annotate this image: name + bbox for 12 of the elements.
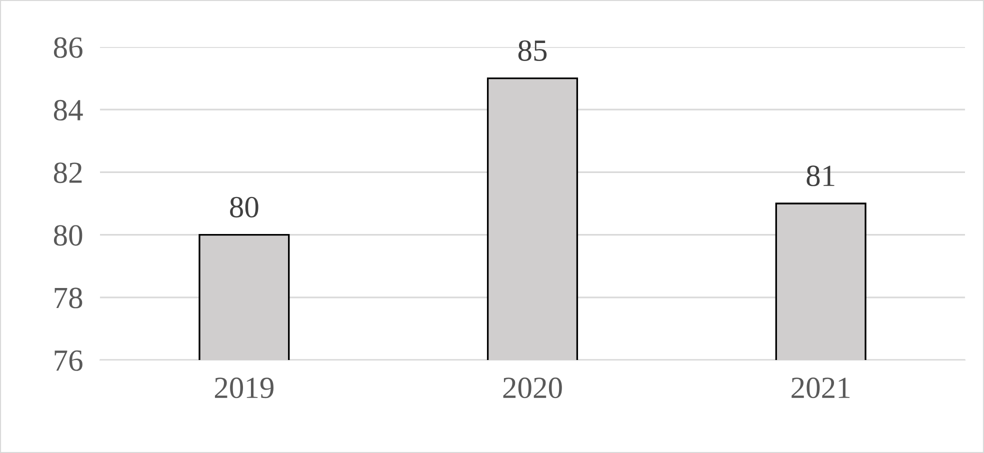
y-tick-label: 84: [54, 100, 83, 120]
x-tick-label: 2021: [792, 378, 850, 398]
data-label: 85: [518, 40, 547, 61]
y-tick-label: 80: [54, 225, 82, 246]
y-tick-label: 86: [54, 37, 82, 58]
y-tick-label: 78: [54, 288, 82, 308]
data-label: 80: [230, 196, 258, 218]
x-tick-label: 2020: [503, 378, 562, 398]
y-tick-label: 76: [54, 350, 82, 371]
y-tick-label: 82: [54, 162, 82, 184]
data-label: 81: [806, 166, 834, 186]
x-tick-label: 2019: [214, 378, 274, 398]
